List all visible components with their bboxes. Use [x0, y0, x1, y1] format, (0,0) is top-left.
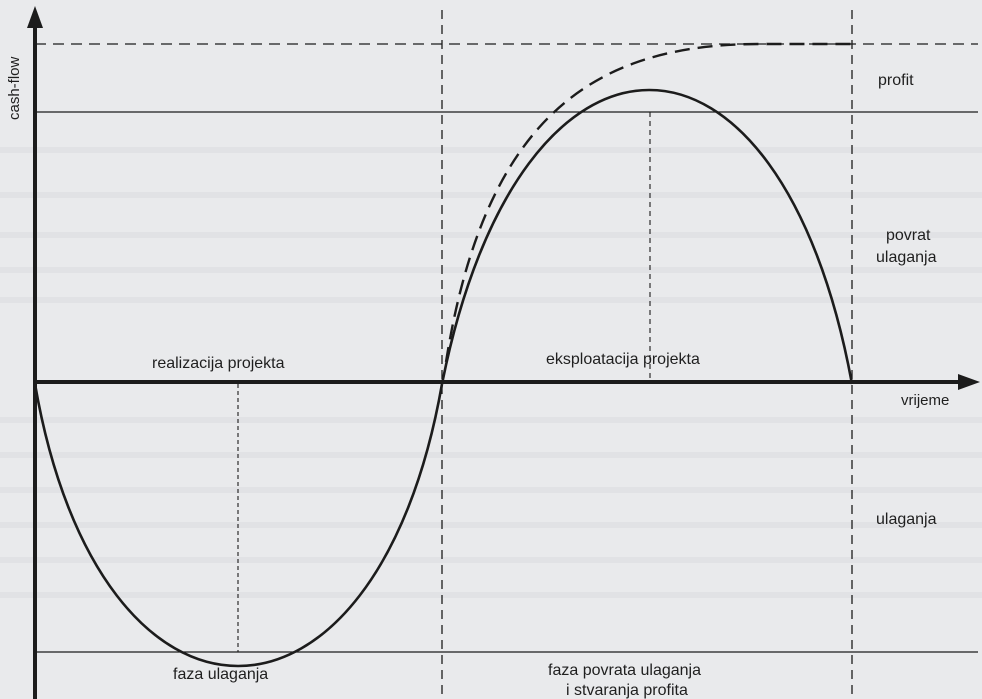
investment-phase-bottom-label: faza ulaganja: [173, 666, 268, 683]
return-phase-bottom-label-line2: i stvaranja profita: [566, 682, 688, 699]
return-curve: [440, 88, 854, 385]
realization-phase-label: realizacija projekta: [152, 355, 285, 372]
y-axis-arrow-icon: [27, 6, 43, 28]
y-axis-label: cash-flow: [6, 56, 23, 120]
return-region-label-line1: povrat: [886, 227, 931, 244]
return-region-label-line2: ulaganja: [876, 249, 937, 266]
investment-region-label: ulaganja: [876, 511, 937, 528]
profit-dashed-curve: [444, 42, 852, 363]
investment-curve: [33, 383, 444, 668]
x-axis-arrow-icon: [958, 374, 980, 390]
profit-region-label: profit: [878, 72, 914, 89]
return-phase-bottom-label-line1: faza povrata ulaganja: [548, 662, 701, 679]
x-axis-label: vrijeme: [901, 392, 949, 409]
scan-texture: [0, 147, 982, 598]
exploitation-phase-label: eksploatacija projekta: [546, 351, 700, 368]
